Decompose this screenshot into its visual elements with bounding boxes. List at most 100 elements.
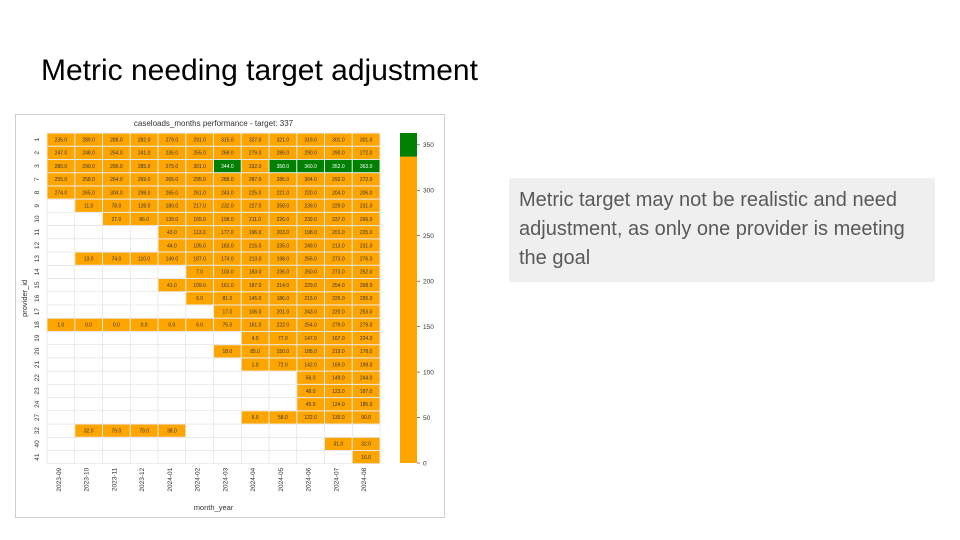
cell-label: 145.0: [249, 296, 262, 302]
heatmap-cell: [352, 331, 380, 345]
x-tick-label: 2024-06: [306, 467, 313, 491]
y-tick-label: 3: [34, 164, 41, 168]
cell-label: 27.0: [112, 217, 122, 223]
cell-label: 292.0: [332, 177, 345, 183]
y-tick-label: 14: [34, 268, 41, 276]
cell-label: 225.0: [360, 230, 373, 236]
x-tick-label: 2023-09: [56, 467, 63, 491]
note-box: Metric target may not be realistic and n…: [509, 178, 935, 282]
cell-label: 56.0: [306, 376, 316, 382]
cell-label: 222.0: [277, 323, 290, 329]
colorbar-tick-label: 0: [423, 460, 427, 467]
cell-label: 196.0: [249, 230, 262, 236]
cell-label: 231.0: [360, 243, 373, 249]
heatmap-cell: [325, 133, 352, 146]
cell-label: 358.0: [277, 164, 290, 170]
heatmap-cell: [269, 331, 297, 345]
heatmap-cell: [297, 292, 324, 305]
heatmap-cell: [241, 331, 269, 345]
heatmap-cell: [325, 252, 352, 265]
heatmap-cell: [103, 133, 130, 146]
cell-label: 360.0: [304, 164, 317, 170]
cell-label: 169.0: [332, 362, 345, 368]
y-tick-label: 17: [34, 308, 41, 316]
cell-label: 79.0: [112, 428, 122, 434]
y-tick-label: 32: [34, 427, 41, 435]
heatmap-cell: [214, 226, 241, 239]
cell-label: 214.0: [277, 283, 290, 289]
cell-label: 6.0: [196, 296, 203, 302]
heatmap-cell: [269, 133, 297, 146]
cell-label: 301.0: [193, 164, 206, 170]
cell-label: 81.0: [223, 296, 233, 302]
cell-label: 279.0: [360, 323, 373, 329]
y-axis-label: provider_id: [20, 280, 29, 317]
cell-label: 106.0: [249, 309, 262, 315]
cell-label: 109.0: [193, 283, 206, 289]
heatmap-cell: [214, 265, 241, 279]
cell-label: 290.0: [82, 164, 95, 170]
heatmap-cell: [325, 411, 352, 424]
cell-label: 178.0: [360, 349, 373, 355]
heatmap-cell: [241, 411, 269, 424]
heatmap-cell: [352, 371, 380, 384]
y-tick-label: 19: [34, 334, 41, 342]
cell-label: 239.0: [304, 204, 317, 210]
heatmap-cell: [214, 345, 241, 358]
cell-label: 327.0: [249, 137, 262, 143]
heatmap-cell: [130, 146, 158, 159]
cell-label: 130.0: [332, 415, 345, 421]
cell-label: 187.0: [193, 256, 206, 262]
cell-label: 142.0: [304, 362, 317, 368]
cell-label: 7.0: [196, 270, 203, 276]
cell-label: 4.0: [252, 336, 259, 342]
cell-label: 254.0: [110, 151, 123, 157]
cell-label: 225.0: [332, 296, 345, 302]
heatmap-cell: [352, 398, 380, 411]
cell-label: 128.0: [138, 204, 151, 210]
heatmap-cell: [241, 159, 269, 173]
cell-label: 0.0: [85, 323, 92, 329]
cell-label: 198.0: [277, 256, 290, 262]
cell-label: 122.0: [304, 415, 317, 421]
heatmap-cell: [241, 212, 269, 226]
heatmap-cell: [352, 133, 380, 146]
cell-label: 344.0: [221, 164, 234, 170]
cell-label: 332.0: [249, 164, 262, 170]
heatmap-cell: [186, 239, 213, 252]
cell-label: 279.0: [166, 137, 179, 143]
cell-label: 295.0: [193, 177, 206, 183]
y-tick-label: 24: [34, 400, 41, 408]
cell-label: 149.0: [332, 376, 345, 382]
cell-label: 48.0: [306, 389, 316, 395]
cell-label: 227.0: [249, 204, 262, 210]
heatmap-cell: [214, 133, 241, 146]
heatmap-cell: [325, 265, 352, 279]
heatmap-cell: [214, 199, 241, 212]
heatmap-cell: [186, 318, 213, 331]
cell-label: 352.0: [332, 164, 345, 170]
heatmap-cell: [352, 239, 380, 252]
y-tick-label: 23: [34, 387, 41, 395]
cell-label: 229.0: [304, 283, 317, 289]
y-tick-label: 16: [34, 294, 41, 302]
heatmap-cell: [186, 159, 213, 173]
heatmap-cell: [75, 318, 102, 331]
cell-label: 247.0: [55, 151, 68, 157]
cell-label: 44.0: [167, 243, 177, 249]
heatmap-cell: [158, 226, 186, 239]
heatmap-cell: [214, 186, 241, 199]
heatmap-cell: [241, 292, 269, 305]
cell-label: 213.0: [249, 256, 262, 262]
heatmap-cell: [103, 173, 130, 186]
cell-label: 72.0: [278, 362, 288, 368]
cell-label: 103.0: [221, 270, 234, 276]
cell-label: 224.0: [360, 336, 373, 342]
x-tick-label: 2024-01: [167, 467, 174, 491]
heatmap-cell: [352, 292, 380, 305]
heatmap-cell: [47, 318, 75, 331]
cell-label: 282.0: [138, 137, 151, 143]
heatmap-cell: [241, 186, 269, 199]
heatmap-chart: caseloads_months performance - target: 3…: [20, 119, 434, 512]
heatmap-cell: [158, 146, 186, 159]
